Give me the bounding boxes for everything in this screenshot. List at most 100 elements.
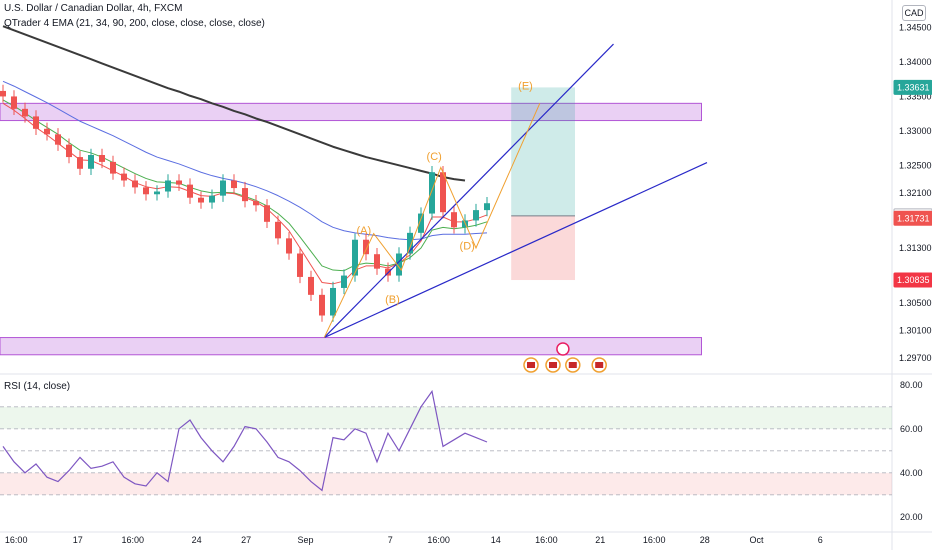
- time-tick-label: Sep: [297, 535, 313, 545]
- indicator-title[interactable]: QTrader 4 EMA (21, 34, 90, 200, close, c…: [4, 18, 265, 29]
- candle-body[interactable]: [176, 180, 182, 185]
- time-tick-label: 27: [241, 535, 251, 545]
- wave-labels: (A) (B) (C) (D) (E): [356, 81, 532, 307]
- time-tick-label: Oct: [749, 535, 764, 545]
- candle-body[interactable]: [407, 232, 413, 254]
- time-tick-label: 6: [818, 535, 823, 545]
- candle-body[interactable]: [308, 276, 314, 295]
- wave-label[interactable]: (C): [427, 151, 442, 163]
- candle-body[interactable]: [77, 157, 83, 169]
- candle-body[interactable]: [220, 180, 226, 196]
- rsi-title[interactable]: RSI (14, close): [4, 381, 71, 392]
- ema200-line: [2, 25, 466, 182]
- candle-body[interactable]: [154, 191, 160, 195]
- rsi-line[interactable]: [2, 389, 488, 492]
- time-tick-label: 21: [595, 535, 605, 545]
- price-tick-label: 1.31300: [899, 243, 932, 253]
- candle-body[interactable]: [374, 254, 380, 269]
- rsi-tick-label: 40.00: [900, 468, 923, 478]
- candle-body[interactable]: [44, 128, 50, 135]
- rsi-oversold-band: [0, 472, 892, 495]
- candle-body[interactable]: [143, 187, 149, 195]
- price-badge[interactable]: [893, 272, 932, 288]
- candle-body[interactable]: [55, 134, 61, 145]
- candle-body[interactable]: [341, 275, 347, 288]
- time-tick-label: 16:00: [5, 535, 28, 545]
- elliott-wave-path[interactable]: [323, 103, 541, 338]
- time-tick-label: 16:00: [122, 535, 145, 545]
- channel-line[interactable]: [323, 162, 708, 339]
- candle-body[interactable]: [242, 188, 248, 202]
- candle-body[interactable]: [319, 294, 325, 316]
- candle-body[interactable]: [66, 144, 72, 158]
- price-badge[interactable]: [893, 79, 932, 95]
- candle-body[interactable]: [451, 212, 457, 228]
- candle-body[interactable]: [396, 253, 402, 276]
- drawings: [323, 43, 708, 339]
- economic-events: [523, 342, 607, 373]
- candle-body[interactable]: [275, 221, 281, 239]
- candle-body[interactable]: [110, 161, 116, 174]
- candle-body[interactable]: [198, 197, 204, 203]
- price-tick-label: 1.30500: [899, 298, 932, 308]
- candle-body[interactable]: [165, 180, 171, 192]
- time-tick-label: 16:00: [643, 535, 666, 545]
- candle-body[interactable]: [231, 180, 237, 189]
- axes: 1.34500 1.34000 1.33500 1.33000 1.32500 1.321…: [5, 23, 932, 545]
- price-badge[interactable]: [893, 210, 932, 226]
- candles: [0, 84, 490, 322]
- candle-body[interactable]: [440, 172, 446, 213]
- rsi-tick-label: 80.00: [900, 380, 923, 390]
- time-tick-label: 16:00: [535, 535, 558, 545]
- price-tick-label: 1.29700: [899, 353, 932, 363]
- price-tick-label: 1.33000: [899, 126, 932, 136]
- time-tick-label: 24: [192, 535, 202, 545]
- candle-body[interactable]: [473, 210, 479, 221]
- candle-body[interactable]: [132, 180, 138, 188]
- candle-body[interactable]: [121, 173, 127, 181]
- supply-demand-zone[interactable]: [0, 102, 702, 122]
- price-badge-label: 1.33631: [897, 82, 930, 92]
- candle-body[interactable]: [297, 253, 303, 277]
- candle-body[interactable]: [11, 96, 17, 109]
- price-tick-label: 1.30100: [899, 326, 932, 336]
- wave-label[interactable]: (D): [460, 240, 475, 252]
- candle-body[interactable]: [253, 201, 259, 206]
- price-tick-label: 1.32100: [899, 188, 932, 198]
- candle-body[interactable]: [484, 203, 490, 211]
- rsi-tick-label: 20.00: [900, 512, 923, 522]
- candle-body[interactable]: [352, 239, 358, 276]
- price-badge-label: 1.30835: [897, 275, 930, 285]
- candle-body[interactable]: [264, 205, 270, 222]
- candle-body[interactable]: [0, 90, 6, 97]
- candle-body[interactable]: [363, 239, 369, 255]
- candle-body[interactable]: [187, 184, 193, 198]
- loss-zone[interactable]: [511, 215, 575, 281]
- flag-stripes-icon: [527, 362, 535, 368]
- wave-label[interactable]: (A): [356, 225, 371, 237]
- candle-body[interactable]: [33, 116, 39, 129]
- channel-line[interactable]: [323, 43, 614, 338]
- price-tick-label: 1.34500: [899, 23, 932, 33]
- candle-body[interactable]: [88, 155, 94, 169]
- time-tick-label: 14: [491, 535, 501, 545]
- candle-body[interactable]: [22, 108, 28, 117]
- flag-stripes-icon: [568, 362, 577, 368]
- candle-body[interactable]: [286, 238, 292, 254]
- profit-zone[interactable]: [511, 87, 575, 216]
- wave-label[interactable]: (B): [385, 294, 400, 306]
- time-tick-label: 16:00: [427, 535, 450, 545]
- candle-body[interactable]: [209, 195, 215, 203]
- time-tick-label: 28: [700, 535, 710, 545]
- zones-layer: [0, 102, 702, 356]
- candle-body[interactable]: [418, 213, 424, 233]
- candle-body[interactable]: [429, 172, 435, 214]
- currency-button[interactable]: CAD: [902, 5, 926, 21]
- supply-demand-zone[interactable]: [0, 337, 702, 356]
- wave-label[interactable]: (E): [518, 81, 533, 93]
- price-badge-label: 1.31731: [897, 213, 930, 223]
- candle-body[interactable]: [330, 287, 336, 316]
- event-marker-icon[interactable]: [556, 342, 570, 356]
- candle-body[interactable]: [99, 155, 105, 162]
